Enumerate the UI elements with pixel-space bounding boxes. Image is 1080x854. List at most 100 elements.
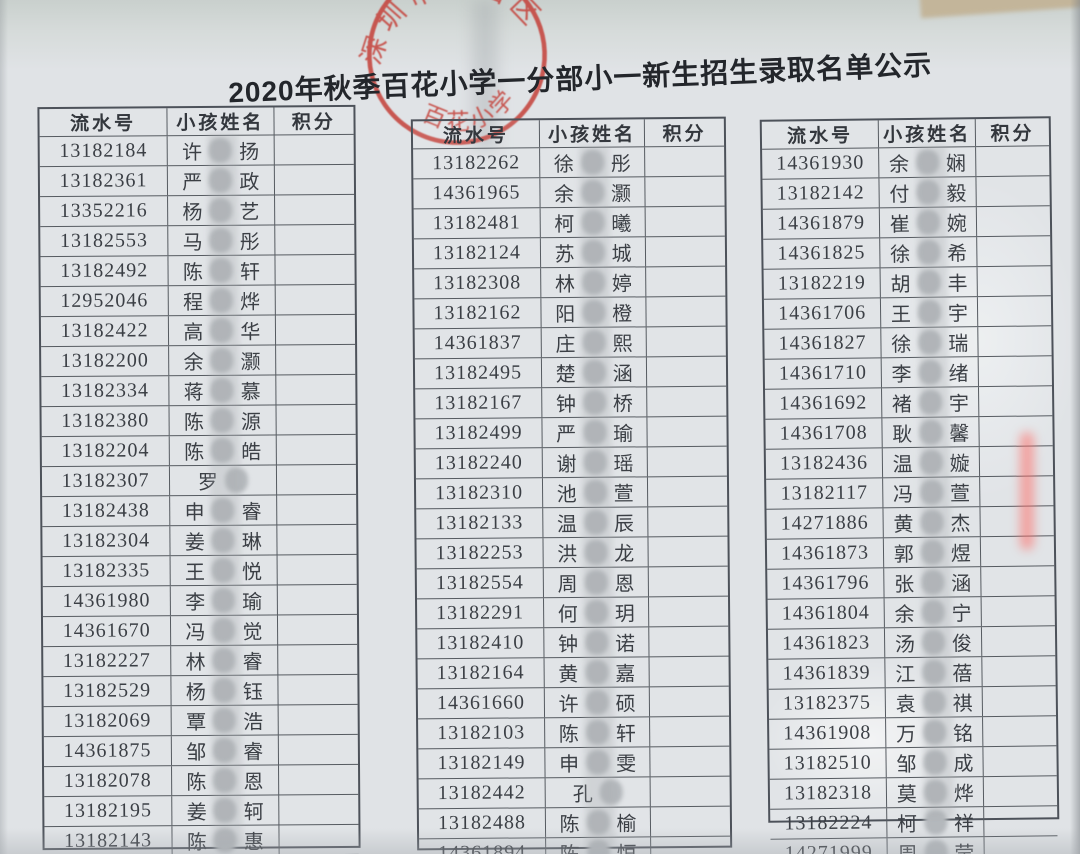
background-corner	[919, 0, 1080, 19]
name-character: 庄	[555, 333, 576, 357]
table-row: 13182291 何玥	[416, 595, 729, 629]
child-name-cell: 邹睿	[171, 735, 279, 766]
score-cell	[650, 627, 729, 657]
child-name-cell: 马彤	[168, 225, 275, 256]
child-name-cell: 王悦	[170, 555, 278, 586]
name-character: 成	[953, 753, 974, 776]
score-cell	[277, 585, 357, 615]
score-cell	[278, 705, 358, 735]
name-character: 余	[183, 351, 204, 375]
photo-edge-shadow	[1070, 0, 1080, 854]
table-row: 13182436 温嫙	[765, 445, 1054, 479]
child-name-cell: 徐瑞	[881, 327, 979, 358]
name-character: 轩	[615, 723, 636, 746]
score-cell	[276, 345, 356, 375]
serial-number-cell: 13182133	[416, 508, 544, 539]
name-character: 蒋	[183, 381, 204, 405]
child-name-cell: 余灏	[169, 345, 276, 376]
name-character: 姜	[184, 531, 205, 555]
score-cell	[275, 315, 355, 345]
child-name-cell: 黄嘉	[544, 657, 651, 688]
serial-number-cell: 14361804	[767, 598, 886, 629]
serial-number-cell: 13182143	[44, 826, 173, 854]
name-character: 瑜	[242, 591, 263, 614]
serial-number-cell: 13182164	[417, 658, 545, 689]
table-row: 13182103 陈轩	[418, 715, 730, 749]
score-cell	[278, 645, 358, 675]
child-name-cell: 柯祥	[887, 807, 985, 838]
child-name-cell: 洪龙	[543, 537, 650, 568]
serial-number-cell: 13182291	[417, 598, 545, 629]
name-character: 烨	[953, 783, 974, 806]
column-header-child-name: 小孩姓名	[878, 119, 977, 148]
name-character: 宁	[951, 603, 972, 626]
name-redaction-blur	[211, 557, 236, 583]
name-character: 涵	[951, 573, 972, 596]
table-row: 13182304 姜琳	[42, 523, 357, 557]
table-row: 13182510 邹成	[769, 745, 1057, 779]
name-character: 许	[182, 141, 203, 165]
name-redaction-blur	[213, 797, 237, 823]
table-row: 14361930 余娴	[762, 145, 1050, 179]
school-seal: 深圳市福田区 百花小学	[340, 0, 554, 147]
serial-number-cell: 14361839	[768, 658, 886, 689]
name-character: 严	[182, 171, 203, 195]
table-row: 13182204 陈皓	[41, 433, 356, 467]
score-cell	[276, 375, 356, 405]
name-redaction-blur	[923, 779, 947, 805]
score-cell	[278, 675, 358, 705]
score-cell	[981, 506, 1054, 536]
child-name-cell: 陈皓	[169, 435, 277, 466]
serial-number-cell: 13182078	[44, 766, 173, 797]
name-redaction-blur	[916, 239, 941, 265]
name-redaction-blur	[212, 587, 236, 613]
child-name-cell: 徐彤	[540, 147, 646, 178]
name-redaction-blur	[224, 467, 248, 493]
score-cell	[277, 525, 357, 555]
name-redaction-blur	[918, 359, 942, 385]
serial-number-cell: 13182529	[43, 676, 172, 707]
serial-number-cell: 14361827	[764, 328, 882, 359]
name-character: 彤	[239, 231, 260, 254]
table-row: 13182224 柯祥	[770, 805, 1058, 839]
name-redaction-blur	[583, 479, 607, 505]
name-character: 李	[891, 363, 912, 387]
name-character: 陈	[186, 771, 207, 795]
name-character: 曦	[611, 213, 632, 236]
score-cell	[651, 777, 730, 807]
serial-number-cell: 13182307	[41, 466, 171, 497]
score-cell	[982, 626, 1055, 656]
child-name-cell: 陈恩	[172, 765, 279, 796]
name-character: 琳	[241, 531, 262, 554]
score-cell	[648, 447, 727, 477]
name-redaction-blur	[585, 719, 609, 745]
serial-number-cell: 13182195	[44, 796, 173, 827]
name-character: 冯	[185, 621, 206, 645]
score-cell	[651, 837, 730, 854]
table-row: 13182167 钟桥	[415, 385, 727, 419]
name-character: 源	[240, 411, 262, 434]
table-row: 13182069 覃浩	[43, 703, 358, 737]
serial-number-cell: 13182224	[770, 808, 888, 839]
name-character: 惠	[243, 831, 264, 854]
name-character: 黄	[558, 663, 579, 687]
name-character: 悦	[241, 561, 263, 584]
serial-number-cell: 14361825	[763, 238, 881, 269]
child-name-cell: 陈榆	[545, 807, 652, 838]
serial-number-cell: 13182554	[416, 568, 544, 599]
name-character: 陈	[558, 723, 579, 747]
name-character: 罗	[197, 471, 218, 495]
name-character: 涵	[612, 363, 633, 386]
table-row: 14361804 余宁	[767, 595, 1055, 629]
name-character: 浩	[242, 711, 264, 734]
score-cell	[648, 417, 727, 447]
name-character: 灏	[240, 351, 261, 374]
serial-number-cell: 14361965	[413, 178, 541, 209]
serial-number-cell: 13352216	[40, 196, 169, 227]
score-cell	[980, 446, 1053, 476]
score-cell	[277, 615, 357, 645]
table-row: 13182554 周恩	[416, 565, 728, 599]
serial-number-cell: 13182069	[43, 706, 172, 737]
name-character: 郭	[893, 543, 914, 567]
name-character: 谢	[556, 453, 577, 477]
